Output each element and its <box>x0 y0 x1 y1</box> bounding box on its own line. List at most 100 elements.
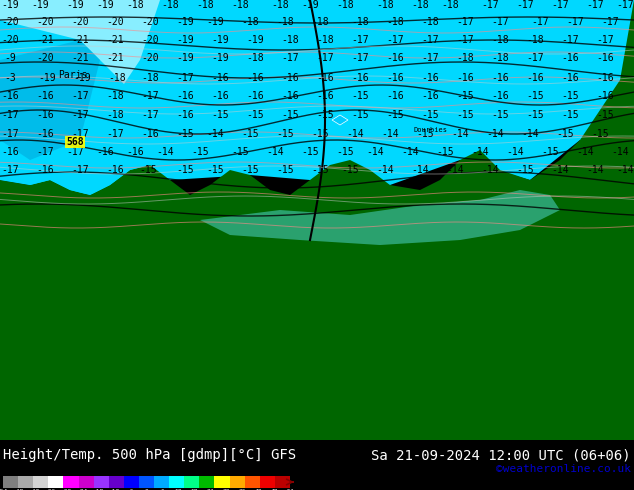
Text: -14: -14 <box>401 147 419 157</box>
Text: -18: -18 <box>141 73 158 83</box>
Text: -18: -18 <box>106 110 124 120</box>
Text: -15: -15 <box>596 110 614 120</box>
Bar <box>214 476 230 488</box>
Text: -20: -20 <box>141 17 158 27</box>
Text: -17: -17 <box>66 147 84 157</box>
Text: -18: -18 <box>246 53 264 63</box>
Text: -18: -18 <box>108 73 126 83</box>
Text: Sa 21-09-2024 12:00 UTC (06+06): Sa 21-09-2024 12:00 UTC (06+06) <box>372 448 631 462</box>
Text: -17: -17 <box>586 0 604 10</box>
Text: -20: -20 <box>1 35 19 45</box>
Text: -19: -19 <box>301 0 319 10</box>
Text: -15: -15 <box>211 110 229 120</box>
Text: -17: -17 <box>456 17 474 27</box>
Text: -15: -15 <box>206 165 224 175</box>
Text: -19: -19 <box>176 53 194 63</box>
Text: -14: -14 <box>521 129 539 139</box>
Text: -16: -16 <box>421 73 439 83</box>
Text: -14: -14 <box>446 165 464 175</box>
Text: ©weatheronline.co.uk: ©weatheronline.co.uk <box>496 464 631 474</box>
Bar <box>154 476 169 488</box>
Text: -14: -14 <box>206 129 224 139</box>
Bar <box>169 476 184 488</box>
Text: 18: 18 <box>191 489 198 490</box>
Text: -24: -24 <box>77 489 88 490</box>
Text: -15: -15 <box>541 147 559 157</box>
Text: -20: -20 <box>106 17 124 27</box>
Text: -15: -15 <box>241 165 259 175</box>
Text: -54: -54 <box>0 489 9 490</box>
Text: 6: 6 <box>160 489 164 490</box>
Text: -19: -19 <box>176 35 194 45</box>
Text: -19: -19 <box>31 0 49 10</box>
Text: -6: -6 <box>127 489 134 490</box>
Bar <box>184 476 199 488</box>
Text: -20: -20 <box>141 35 158 45</box>
Text: -17: -17 <box>141 110 158 120</box>
Bar <box>260 476 275 488</box>
Text: -17: -17 <box>141 91 158 101</box>
Text: -17: -17 <box>1 165 19 175</box>
Text: -17: -17 <box>71 91 89 101</box>
Text: -18: -18 <box>526 35 544 45</box>
Text: -16: -16 <box>126 147 144 157</box>
Text: Paris: Paris <box>58 70 87 80</box>
Text: -17: -17 <box>106 129 124 139</box>
Text: -18: -18 <box>311 17 329 27</box>
Text: -16: -16 <box>561 53 579 63</box>
Text: -15: -15 <box>351 110 369 120</box>
Text: -14: -14 <box>506 147 524 157</box>
Text: Height/Temp. 500 hPa [gdmp][°C] GFS: Height/Temp. 500 hPa [gdmp][°C] GFS <box>3 448 296 462</box>
Text: -17: -17 <box>386 35 404 45</box>
Text: -18: -18 <box>336 0 354 10</box>
Text: -17: -17 <box>421 53 439 63</box>
Text: -18: -18 <box>441 0 459 10</box>
Text: 568: 568 <box>66 137 84 147</box>
Text: -15: -15 <box>301 147 319 157</box>
Polygon shape <box>0 20 160 195</box>
Text: -14: -14 <box>366 147 384 157</box>
Text: -18: -18 <box>376 0 394 10</box>
Text: -17: -17 <box>36 147 54 157</box>
Bar <box>245 476 260 488</box>
Text: -14: -14 <box>481 165 499 175</box>
Text: -17: -17 <box>551 0 569 10</box>
Text: -18: -18 <box>276 17 294 27</box>
Text: -19: -19 <box>246 35 264 45</box>
Text: -20: -20 <box>141 53 158 63</box>
Text: -18: -18 <box>106 91 124 101</box>
Text: -15: -15 <box>591 129 609 139</box>
Text: -16: -16 <box>96 147 114 157</box>
Bar <box>33 476 48 488</box>
Text: -9: -9 <box>4 53 16 63</box>
Text: -16: -16 <box>386 53 404 63</box>
Text: -15: -15 <box>421 110 439 120</box>
Text: -14: -14 <box>411 165 429 175</box>
Text: -17: -17 <box>526 53 544 63</box>
Text: -16: -16 <box>106 165 124 175</box>
Text: -3: -3 <box>4 73 16 83</box>
Text: -21: -21 <box>36 35 54 45</box>
Polygon shape <box>0 40 100 160</box>
Text: -14: -14 <box>586 165 604 175</box>
Text: -15: -15 <box>231 147 249 157</box>
Text: -15: -15 <box>176 165 194 175</box>
Text: -14: -14 <box>156 147 174 157</box>
Bar <box>79 476 94 488</box>
Text: -14: -14 <box>346 129 364 139</box>
Text: -15: -15 <box>336 147 354 157</box>
Text: -17: -17 <box>616 0 634 10</box>
Text: -17: -17 <box>456 35 474 45</box>
Text: -17: -17 <box>176 73 194 83</box>
Polygon shape <box>0 0 634 440</box>
Text: 30: 30 <box>223 489 230 490</box>
Text: -16: -16 <box>141 129 158 139</box>
Text: -18: -18 <box>411 0 429 10</box>
Text: -14: -14 <box>451 129 469 139</box>
Text: -14: -14 <box>376 165 394 175</box>
Text: -20: -20 <box>71 17 89 27</box>
Bar <box>124 476 139 488</box>
Text: -21: -21 <box>71 53 89 63</box>
Text: -16: -16 <box>36 129 54 139</box>
Bar <box>48 476 63 488</box>
